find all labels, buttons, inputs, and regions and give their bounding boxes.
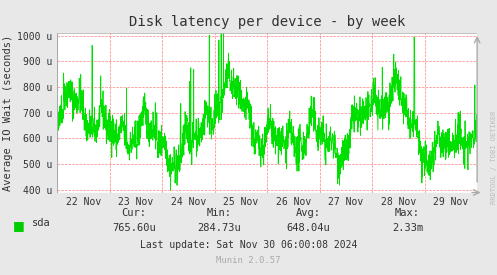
Text: Max:: Max: [395,208,420,218]
Text: Min:: Min: [206,208,231,218]
Text: Avg:: Avg: [296,208,321,218]
Text: RRDTOOL / TOBI OETIKER: RRDTOOL / TOBI OETIKER [491,110,497,204]
Text: sda: sda [32,218,51,228]
Text: 284.73u: 284.73u [197,223,241,233]
Text: Last update: Sat Nov 30 06:00:08 2024: Last update: Sat Nov 30 06:00:08 2024 [140,240,357,249]
Text: Cur:: Cur: [122,208,147,218]
Text: 765.60u: 765.60u [112,223,156,233]
Text: Munin 2.0.57: Munin 2.0.57 [216,257,281,265]
Y-axis label: Average IO Wait (seconds): Average IO Wait (seconds) [3,35,13,191]
Title: Disk latency per device - by week: Disk latency per device - by week [129,15,406,29]
Text: ■: ■ [12,219,24,232]
Text: 648.04u: 648.04u [286,223,330,233]
Text: 2.33m: 2.33m [392,223,423,233]
